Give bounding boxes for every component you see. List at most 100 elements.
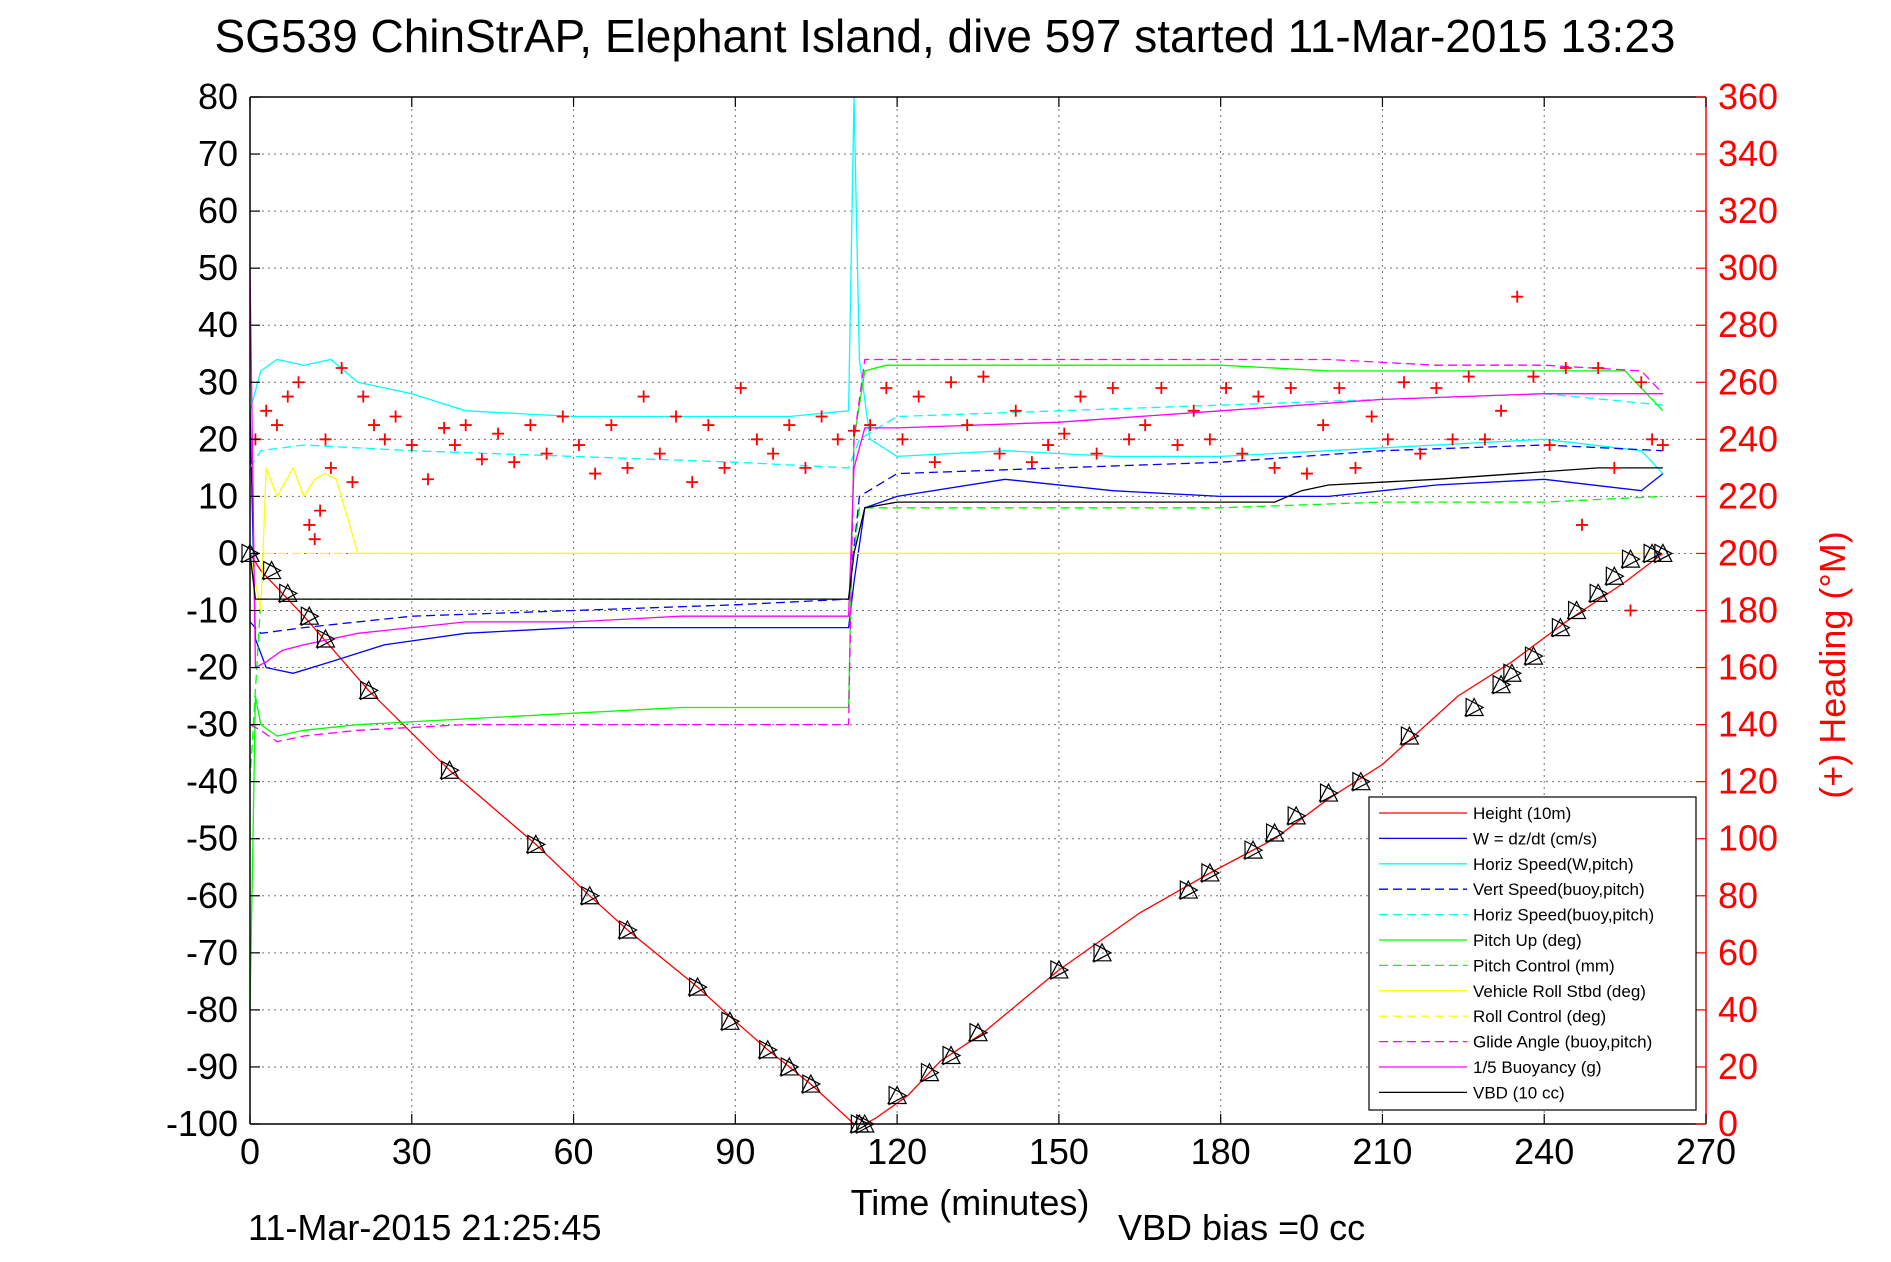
heading-point — [1646, 433, 1659, 446]
heading-point — [1635, 376, 1648, 389]
y-tick-label: -70 — [186, 932, 238, 973]
height-marker — [579, 885, 600, 905]
heading-point — [448, 439, 461, 452]
heading-point — [702, 419, 715, 432]
heading-point — [572, 439, 585, 452]
height-marker — [1050, 959, 1070, 980]
height-marker — [315, 628, 336, 648]
y-tick-label: 0 — [218, 532, 238, 573]
height-marker — [919, 1062, 940, 1082]
height-marker — [439, 759, 460, 779]
heading-point — [357, 390, 370, 403]
heading-point — [368, 419, 381, 432]
heading-point — [389, 410, 402, 423]
height-marker — [757, 1039, 778, 1059]
height-marker — [1264, 822, 1285, 842]
y2-tick-label: 300 — [1718, 247, 1778, 288]
series-line — [249, 268, 1663, 669]
heading-point — [815, 410, 828, 423]
y-tick-label: 50 — [198, 247, 238, 288]
y2-tick-label: 220 — [1718, 475, 1778, 516]
height-marker — [780, 1056, 800, 1077]
chart-title: SG539 ChinStrAP, Elephant Island, dive 5… — [215, 10, 1676, 62]
height-marker — [802, 1074, 822, 1095]
legend-entry: W = dz/dt (cm/s) — [1473, 829, 1597, 848]
x-tick-label: 30 — [392, 1131, 432, 1172]
heading-point — [718, 461, 731, 474]
height-marker — [1244, 840, 1264, 861]
heading-point — [508, 456, 521, 469]
x-tick-label: 180 — [1191, 1131, 1251, 1172]
height-marker — [1350, 771, 1371, 791]
heading-point — [1608, 461, 1621, 474]
series-line — [249, 96, 1664, 475]
height-marker — [581, 885, 601, 906]
heading-point — [1317, 419, 1330, 432]
heading-point — [1122, 433, 1135, 446]
height-marker — [1243, 839, 1264, 859]
heading-point — [1511, 290, 1524, 303]
heading-point — [589, 467, 602, 480]
heading-point — [1446, 433, 1459, 446]
heading-point — [1414, 447, 1427, 460]
height-marker — [316, 629, 336, 650]
height-marker — [262, 560, 282, 581]
heading-point — [1300, 467, 1313, 480]
heading-point — [1171, 439, 1184, 452]
heading-point — [864, 419, 877, 432]
heading-point — [1284, 381, 1297, 394]
height-marker — [941, 1045, 962, 1065]
height-marker — [1589, 583, 1609, 604]
heading-point — [1559, 362, 1572, 375]
y2-tick-label: 120 — [1718, 761, 1778, 802]
x-tick-label: 240 — [1514, 1131, 1574, 1172]
height-marker — [719, 1011, 740, 1030]
legend-entry: Vert Speed(buoy,pitch) — [1473, 880, 1645, 899]
heading-point — [421, 473, 434, 486]
legend-entry: Vehicle Roll Stbd (deg) — [1473, 982, 1646, 1001]
legend-entry: Roll Control (deg) — [1473, 1007, 1606, 1026]
y2-axis-label: (+) Heading (°M) — [1812, 531, 1853, 798]
x-tick-label: 150 — [1029, 1131, 1089, 1172]
heading-point — [880, 381, 893, 394]
heading-point — [346, 476, 359, 489]
height-marker — [1588, 583, 1609, 602]
height-marker — [920, 1062, 940, 1083]
heading-point — [605, 419, 618, 432]
height-marker — [527, 834, 547, 855]
heading-point — [270, 419, 283, 432]
height-marker — [687, 976, 708, 996]
heading-point — [292, 376, 305, 389]
height-marker — [1199, 862, 1220, 882]
heading-point — [1090, 447, 1103, 460]
heading-point — [1203, 433, 1216, 446]
heading-point — [1106, 381, 1119, 394]
x-tick-label: 210 — [1352, 1131, 1412, 1172]
y-tick-label: -100 — [166, 1103, 238, 1144]
height-marker — [1201, 862, 1221, 883]
height-marker — [759, 1039, 778, 1060]
heading-point — [459, 419, 472, 432]
heading-point — [686, 476, 699, 489]
height-marker — [1604, 565, 1625, 585]
height-marker — [1652, 543, 1673, 563]
heading-point — [928, 456, 941, 469]
height-marker — [969, 1022, 989, 1043]
height-marker — [1318, 782, 1339, 802]
heading-point — [847, 424, 860, 437]
y-tick-label: -90 — [186, 1046, 238, 1087]
y2-tick-label: 180 — [1718, 590, 1778, 631]
height-marker — [1464, 697, 1485, 717]
heading-point — [734, 381, 747, 394]
heading-point — [1349, 461, 1362, 474]
heading-point — [670, 410, 683, 423]
heading-point — [1220, 381, 1233, 394]
y-tick-label: 10 — [198, 475, 238, 516]
height-marker — [1465, 697, 1485, 718]
y2-tick-label: 60 — [1718, 932, 1758, 973]
heading-point — [1139, 419, 1152, 432]
y2-tick-label: 280 — [1718, 304, 1778, 345]
heading-point — [378, 433, 391, 446]
heading-point — [1236, 447, 1249, 460]
